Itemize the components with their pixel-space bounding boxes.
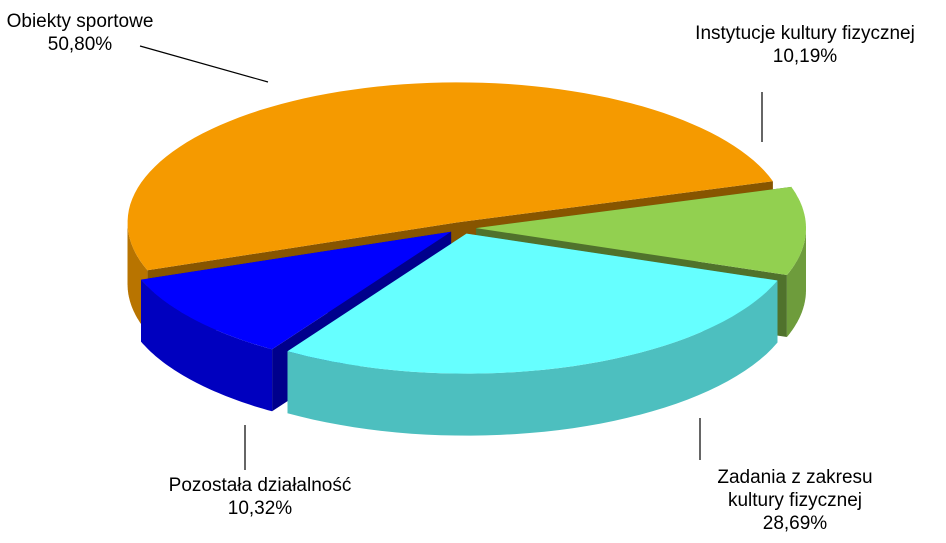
category-label: Instytucje kultury fizycznej	[695, 23, 915, 44]
value-label: 10,19%	[772, 46, 838, 67]
leader-line	[139, 45, 269, 83]
slice	[476, 186, 806, 275]
slice-side	[141, 279, 273, 412]
slice-side	[287, 280, 778, 436]
value-label: 50,80%	[47, 34, 113, 55]
category-label: Zadania z zakresu kultury fizycznej	[717, 467, 873, 511]
slice	[287, 233, 778, 374]
slice	[127, 82, 773, 271]
category-label: Pozostała działalność	[168, 475, 352, 496]
slice	[141, 231, 452, 350]
category-label: Obiekty sportowe	[6, 11, 154, 32]
slice-label: Pozostała działalność 10,32%	[130, 474, 390, 520]
tops	[127, 82, 806, 374]
slice-side	[786, 228, 806, 337]
slice-label: Obiekty sportowe 50,80%	[0, 10, 160, 56]
value-label: 28,69%	[762, 513, 828, 534]
slice-label: Zadania z zakresu kultury fizycznej 28,6…	[700, 466, 890, 535]
slice-label: Instytucje kultury fizycznej 10,19%	[660, 22, 946, 68]
value-label: 10,32%	[227, 498, 293, 519]
